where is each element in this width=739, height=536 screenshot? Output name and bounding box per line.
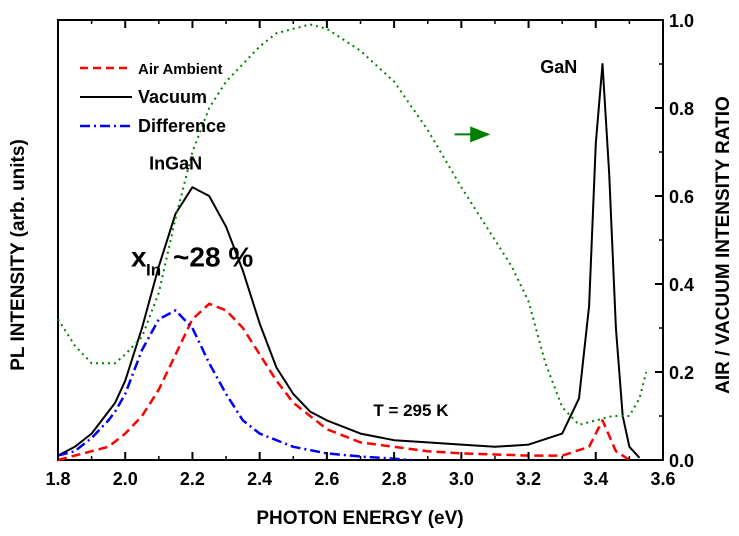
y-right-tick-label-4: 0.8 [669,99,694,119]
plot-frame [57,19,664,461]
x-tick-label-0: 1.8 [45,469,70,489]
annotation-temperature: T = 295 K [373,401,449,420]
series-line-air-ambient [57,302,631,462]
annotation-ingan: InGaN [149,154,202,174]
x-tick-label-3: 2.4 [247,469,272,489]
y-right-tick-label-0: 0.0 [669,451,694,471]
legend-label-vacuum: Vacuum [138,87,207,107]
y-right-tick-label-5: 1.0 [669,11,694,31]
y-axis-label-right: AIR / VACUUM INTENSITY RATIO [713,96,734,394]
x-tick-label-4: 2.6 [314,469,339,489]
x-tick-label-5: 2.8 [382,469,407,489]
x-axis-label: PHOTON ENERGY (eV) [256,508,463,529]
series-line-vacuum [57,63,641,459]
composition-subscript: In [146,260,161,279]
x-tick-label-1: 2.0 [113,469,138,489]
x-tick-label-2: 2.2 [180,469,205,489]
y-right-tick-label-3: 0.6 [669,187,694,207]
series-line-ratio-3 [57,23,648,426]
legend-label-air-ambient: Air Ambient [138,61,222,78]
annotation-gan: GaN [540,57,577,77]
composition-label: x In ~28 % [131,241,253,279]
composition-symbol: x [131,241,147,272]
x-tick-label-7: 3.2 [516,469,541,489]
series-layer [57,23,648,462]
legend-label-difference: Difference [138,116,226,136]
y-right-tick-label-2: 0.4 [669,275,694,295]
x-tick-label-9: 3.6 [650,469,675,489]
x-tick-label-6: 3.0 [449,469,474,489]
legend: Air Ambient Vacuum Difference [80,61,226,136]
y-right-tick-label-1: 0.2 [669,363,694,383]
series-line-difference [57,309,411,462]
composition-value: ~28 % [173,241,253,272]
x-tick-label-8: 3.4 [583,469,608,489]
ticks-layer: 1.8 2.0 2.2 2.4 2.6 2.8 3.0 3.2 3.4 3.60.0 0.2 0.4 0… [45,11,694,489]
y-axis-label-left: PL INTENSITY (arb. units) [8,139,29,371]
